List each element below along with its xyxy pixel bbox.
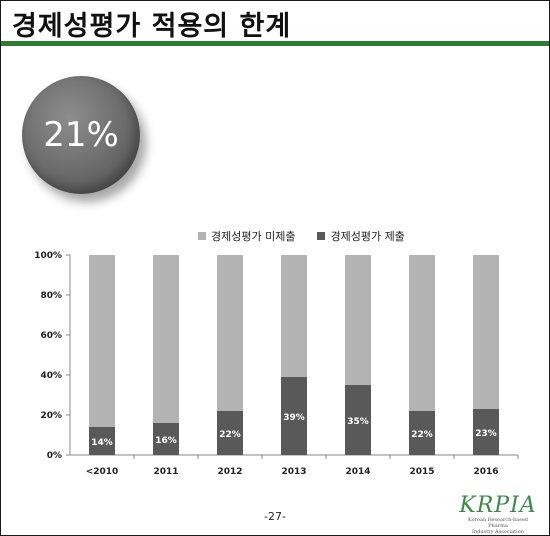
y-tick-label: 40% — [40, 371, 62, 381]
bar-submitted — [409, 411, 435, 455]
data-label: 23% — [475, 429, 497, 439]
x-tick-label: 2012 — [217, 467, 242, 477]
data-label: 16% — [155, 436, 177, 446]
krpia-logo: KRPIA Korean Research-based Pharma Indust… — [458, 493, 538, 536]
bar-submitted — [281, 377, 307, 455]
percentage-badge: 21% — [22, 76, 140, 194]
badge-value: 21% — [43, 115, 119, 155]
data-label: 22% — [411, 430, 433, 440]
x-tick-label: 2011 — [153, 467, 178, 477]
bar-not-submitted — [473, 255, 499, 409]
bar-submitted — [217, 411, 243, 455]
y-tick-label: 60% — [40, 331, 62, 341]
data-label: 39% — [283, 413, 305, 423]
bar-submitted — [345, 385, 371, 455]
legend-label-submitted: 경제성평가 제출 — [330, 230, 405, 243]
data-label: 35% — [347, 417, 369, 427]
bar-not-submitted — [345, 255, 371, 385]
legend-swatch-not-submitted — [198, 232, 206, 240]
bar-not-submitted — [153, 255, 179, 423]
bar-not-submitted — [89, 255, 115, 427]
legend-item-submitted: 경제성평가 제출 — [317, 228, 405, 244]
page-number: -27- — [264, 510, 286, 523]
y-tick-label: 100% — [34, 251, 62, 261]
bar-submitted — [89, 427, 115, 455]
legend-swatch-submitted — [317, 232, 326, 240]
bar-submitted — [473, 409, 499, 455]
chart-legend: 경제성평가 미제출 경제성평가 제출 — [198, 228, 405, 244]
logo-wordmark: KRPIA — [459, 493, 537, 518]
bar-not-submitted — [281, 255, 307, 377]
x-tick-label: 2016 — [473, 467, 498, 477]
x-tick-label: 2014 — [345, 467, 370, 477]
bar-submitted — [153, 423, 179, 455]
x-tick-label: 2015 — [409, 467, 434, 477]
legend-item-not-submitted: 경제성평가 미제출 — [198, 228, 295, 244]
title-underline — [1, 41, 549, 46]
x-tick-label: <2010 — [86, 467, 119, 477]
y-tick-label: 80% — [40, 291, 62, 301]
data-label: 14% — [91, 438, 113, 448]
data-label: 22% — [219, 430, 241, 440]
logo-subtitle: Korean Research-based Pharma Industry Ass… — [468, 517, 528, 535]
slide-title: 경제성평가 적용의 한계 — [12, 11, 292, 42]
legend-label-not-submitted: 경제성평가 미제출 — [211, 230, 296, 243]
x-tick-label: 2013 — [281, 467, 306, 477]
y-tick-label: 0% — [47, 451, 62, 461]
bar-not-submitted — [217, 255, 243, 411]
bar-not-submitted — [409, 255, 435, 411]
y-tick-label: 20% — [40, 411, 62, 421]
